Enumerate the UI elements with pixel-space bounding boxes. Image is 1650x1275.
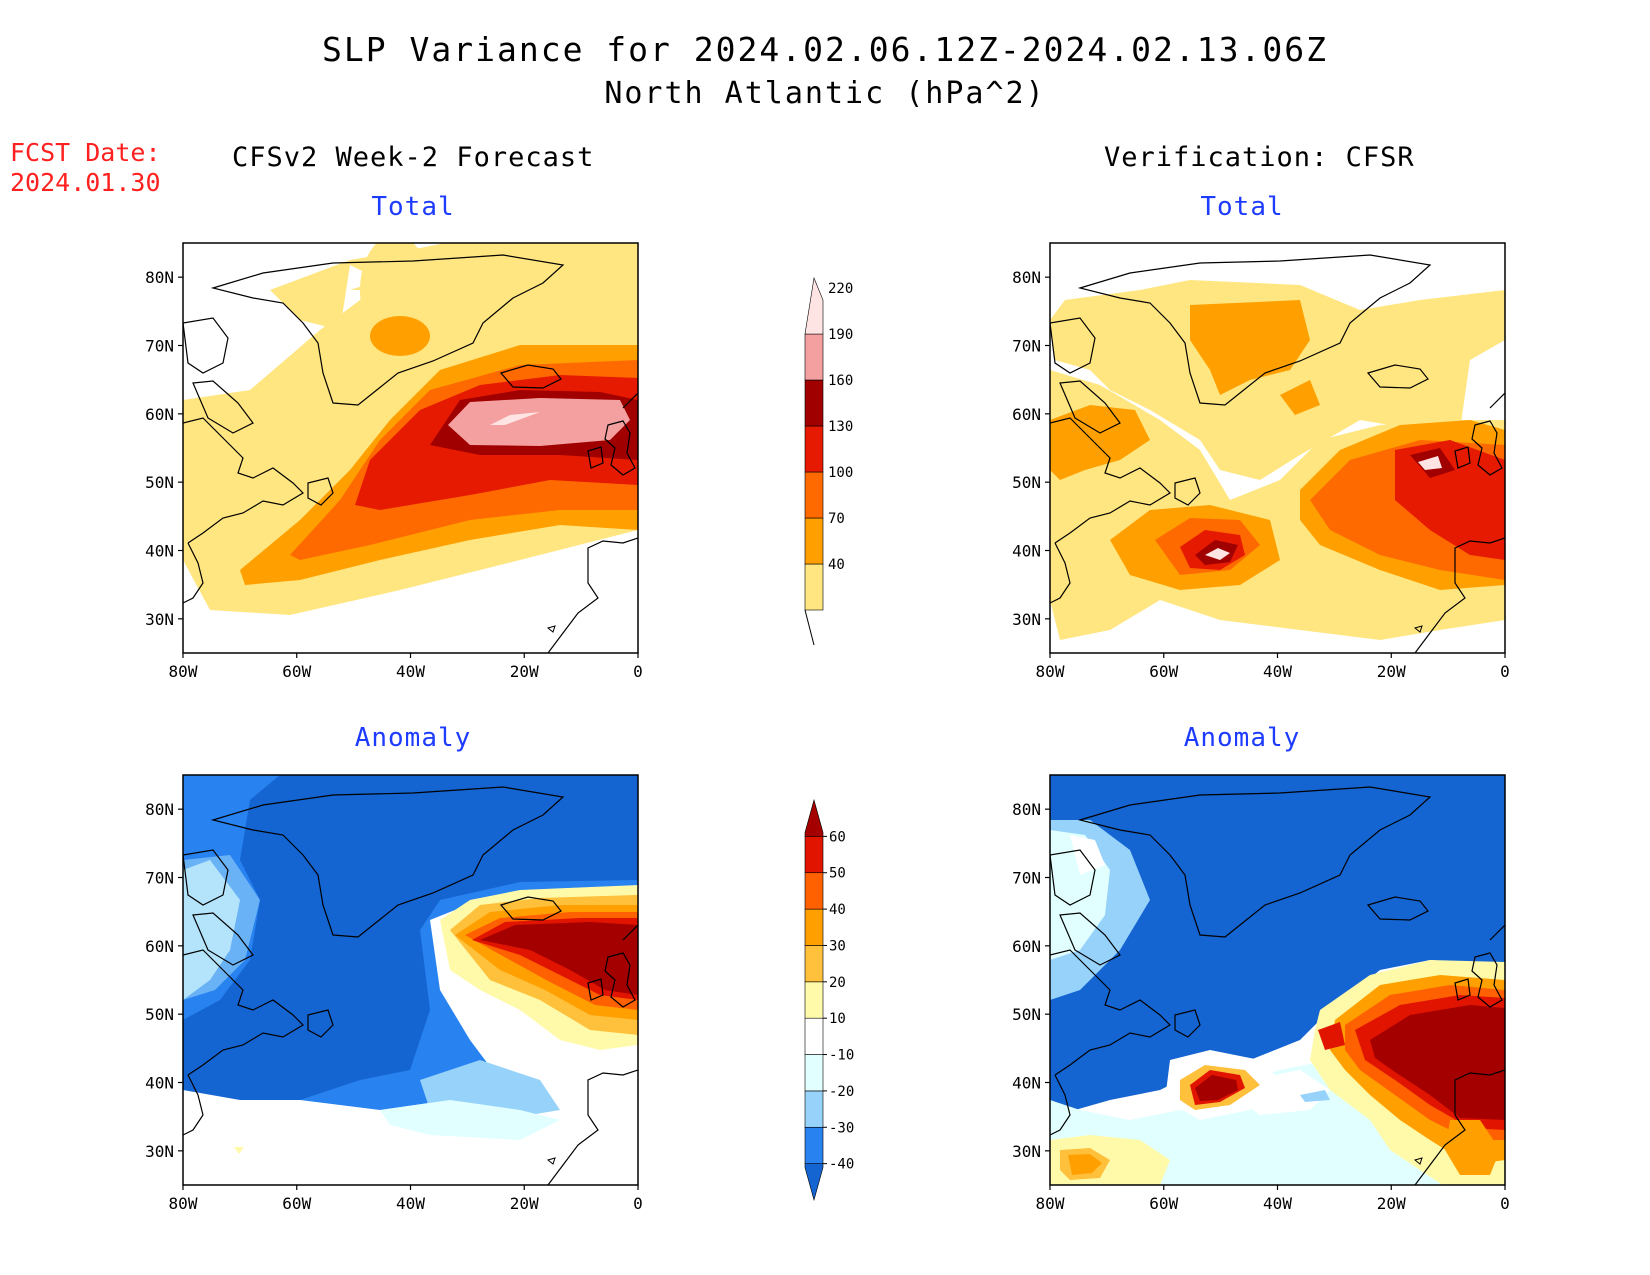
colorbar-anomaly-swatch [804,1090,824,1128]
verification-anomaly-lon-label: 0 [1500,1194,1510,1213]
colorbar-anomaly-label: 60 [829,829,846,845]
colorbar-anomaly-label: 10 [829,1011,846,1027]
forecast-total-lat-label: 50N [145,473,174,492]
colorbar-total-label: 100 [828,465,853,481]
forecast-anomaly-lon-label: 20W [510,1194,539,1213]
verification-total-lat-label: 70N [1012,337,1041,356]
forecast-total-lon-label: 20W [510,662,539,681]
colorbar-anomaly-label: -10 [829,1048,854,1064]
forecast-total-lon-label: 80W [169,662,198,681]
colorbar-total-swatch [804,379,824,427]
main-subtitle: North Atlantic (hPa^2) [604,76,1046,111]
verification-total-lon-label: 60W [1149,662,1178,681]
colorbar-anomaly-label: -30 [829,1120,854,1136]
forecast-total-lat-label: 70N [145,337,174,356]
forecast-anomaly-lon-label: 80W [169,1194,198,1213]
verification-total-lat-label: 30N [1012,610,1041,629]
colorbar-total-swatch [804,425,824,473]
colorbar-total-label: 130 [828,419,853,435]
forecast-anomaly-lat-label: 30N [145,1142,174,1161]
colorbar-total-swatch [804,471,824,519]
verification-anomaly-title: Anomaly [1183,723,1301,753]
colorbar-total-swatch [804,517,824,565]
colorbar-total-label: 160 [828,373,853,389]
forecast-anomaly-lat-label: 60N [145,937,174,956]
verification-anomaly-lon-label: 80W [1036,1194,1065,1213]
right-column-title: Verification: CFSR [1104,142,1415,173]
colorbar-anomaly-swatch [804,798,824,837]
colorbar-total-swatch [804,276,824,335]
verification-total-map [1050,243,1505,653]
main-title: SLP Variance for 2024.02.06.12Z-2024.02.… [322,30,1328,69]
forecast-total-lat-label: 30N [145,610,174,629]
forecast-total-lon-label: 0 [633,662,643,681]
forecast-anomaly-lon-label: 40W [396,1194,425,1213]
verification-total-lon-label: 20W [1377,662,1406,681]
forecast-total-lon-label: 60W [282,662,311,681]
colorbar-total-label: 190 [828,327,853,343]
forecast-total-lat-label: 80N [145,268,174,287]
axis-labels: 80W 60W 40W 20W 0 30N 40N 50N 60N 70N 80N 80W 60W 40W… [145,268,1510,1213]
colorbar-total-label: 70 [828,511,845,527]
forecast-anomaly-lon-label: 0 [633,1194,643,1213]
colorbar-anomaly-swatch [804,836,824,874]
forecast-total-map [183,243,638,653]
colorbar-anomaly-swatch [804,1017,824,1055]
colorbar-total-label: 220 [828,281,853,297]
colorbar-anomaly-label: 20 [829,975,846,991]
colorbar-total-swatch [804,333,824,381]
verification-total-lon-label: 80W [1036,662,1065,681]
forecast-anomaly-lon-label: 60W [282,1194,311,1213]
colorbar-anomaly-swatch [804,872,824,910]
colorbar-anomaly-label: -40 [829,1157,854,1173]
forecast-date-label: FCST Date: [10,138,161,167]
forecast-date-value: 2024.01.30 [10,168,161,197]
verification-anomaly-map [1050,775,1505,1185]
left-column-title: CFSv2 Week-2 Forecast [232,142,595,173]
verification-total-title: Total [1200,192,1284,222]
verification-anomaly-lat-label: 30N [1012,1142,1041,1161]
colorbar-total-swatch [804,563,824,611]
forecast-total-lat-label: 60N [145,405,174,424]
verification-total-lon-label: 0 [1500,662,1510,681]
verification-anomaly-lat-label: 80N [1012,800,1041,819]
forecast-total-lon-label: 40W [396,662,425,681]
forecast-anomaly-title: Anomaly [354,723,472,753]
forecast-anomaly-lat-label: 80N [145,800,174,819]
colorbar-anomaly-label: 40 [829,902,846,918]
forecast-anomaly-lat-label: 50N [145,1005,174,1024]
verification-anomaly-lon-label: 20W [1377,1194,1406,1213]
verification-anomaly-lat-label: 50N [1012,1005,1041,1024]
forecast-anomaly-lat-label: 70N [145,869,174,888]
colorbar-anomaly-label: 30 [829,938,846,954]
verification-anomaly-lat-label: 60N [1012,937,1041,956]
colorbar-total-label: 40 [828,557,845,573]
verification-total-lon-label: 40W [1263,662,1292,681]
colorbar-anomaly-swatch [804,1126,824,1164]
verification-anomaly-lon-label: 60W [1149,1194,1178,1213]
forecast-anomaly-map [183,775,638,1185]
verification-anomaly-lat-label: 70N [1012,869,1041,888]
colorbar-total-lower-tip [804,609,815,646]
colorbar-total: 40 70 100 130 160 190 220 [804,276,853,646]
colorbar-anomaly-label: 50 [829,866,846,882]
verification-total-lat-label: 80N [1012,268,1041,287]
colorbar-anomaly: -40 -30 -20 -10 10 20 30 40 50 60 [804,798,854,1202]
verification-total-lat-label: 40N [1012,542,1041,561]
verification-total-lat-label: 60N [1012,405,1041,424]
forecast-total-title: Total [371,192,455,222]
colorbar-anomaly-label: -20 [829,1084,854,1100]
colorbar-anomaly-swatch [804,981,824,1019]
colorbar-anomaly-swatch [804,908,824,946]
forecast-total-lat-label: 40N [145,542,174,561]
verification-anomaly-lat-label: 40N [1012,1074,1041,1093]
colorbar-anomaly-swatch [804,1163,824,1202]
verification-anomaly-lon-label: 40W [1263,1194,1292,1213]
forecast-anomaly-lat-label: 40N [145,1074,174,1093]
verification-total-lat-label: 50N [1012,473,1041,492]
colorbar-anomaly-swatch [804,945,824,983]
colorbar-anomaly-swatch [804,1054,824,1092]
